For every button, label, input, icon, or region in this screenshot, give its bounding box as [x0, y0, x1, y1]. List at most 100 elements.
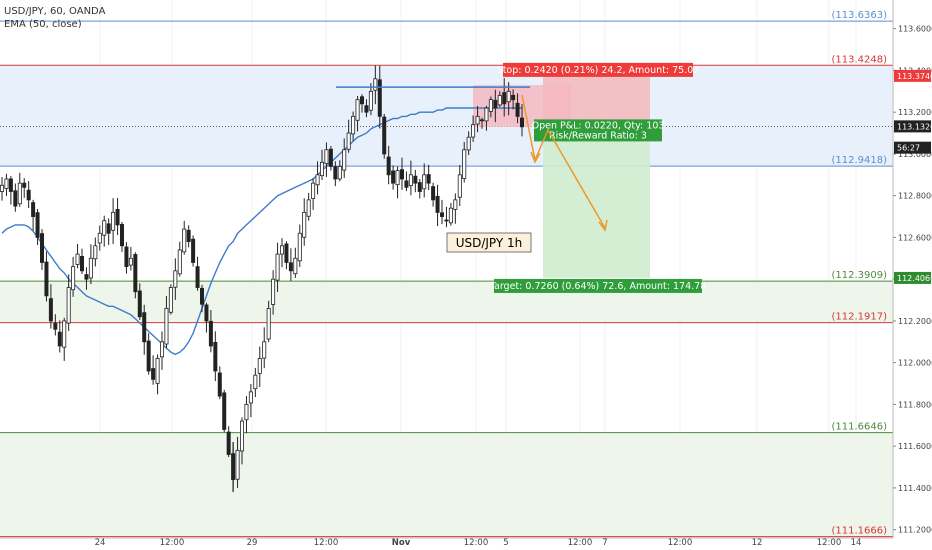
- candle-body-24: [106, 223, 111, 234]
- horizontal-levels: (113.6363) (113.4248) (112.9418) (112.3909)…: [0, 10, 893, 538]
- candle-body-90: [399, 169, 404, 180]
- candle-body-19: [84, 274, 89, 280]
- level-label-6: (111.1666): [831, 526, 887, 537]
- x-tick-label-0: 24: [95, 538, 106, 548]
- candle-body-20: [88, 257, 93, 279]
- x-tick-label-10: 12: [752, 538, 763, 548]
- target-label: Target: 0.7260 (0.64%) 72.6, Amount: 174…: [489, 281, 706, 292]
- candle-body-101: [448, 207, 453, 224]
- candle-body-82: [364, 105, 369, 113]
- price-badge-3: [894, 271, 931, 284]
- candle-body-103: [457, 174, 462, 198]
- candle-body-14: [62, 320, 67, 348]
- candle-body-83: [368, 90, 373, 111]
- candle-body-55: [244, 404, 249, 421]
- candle-body-85: [377, 79, 382, 117]
- level-label-5: (111.6646): [831, 422, 887, 433]
- time-axis[interactable]: 24 12:00 29 12:00 Nov 12:00 5 12:00 7 12:00 12 12:0…: [95, 538, 862, 548]
- price-badge-label-0: 113.3740: [897, 72, 932, 81]
- candle-body-115: [511, 94, 516, 101]
- candle-body-57: [253, 374, 258, 390]
- candle-body-59: [262, 341, 267, 359]
- symbol-label-box: [446, 232, 532, 253]
- candle-body-88: [391, 170, 396, 184]
- price-badge-0: [894, 69, 931, 82]
- indicator-title: EMA (50, close): [4, 19, 82, 30]
- candle-body-1: [4, 178, 9, 189]
- candle-body-39: [173, 270, 178, 288]
- candle-body-30: [133, 254, 138, 293]
- candle-body-5: [22, 182, 27, 188]
- candle-body-98: [435, 195, 440, 213]
- ema-line: [1, 107, 522, 356]
- candle-body-105: [466, 136, 471, 151]
- y-tick-label-11: 111.4000: [898, 484, 932, 493]
- candle-body-53: [235, 449, 240, 480]
- y-tick-label-2: 113.2000: [898, 108, 932, 117]
- candle-body-67: [297, 232, 302, 262]
- candle-body-27: [120, 224, 125, 247]
- candle-body-87: [386, 156, 391, 176]
- x-tick-label-6: 5: [503, 538, 508, 548]
- candle-body-42: [186, 229, 191, 243]
- candle-body-116: [515, 102, 520, 117]
- projection-arrow-2: [598, 219, 608, 232]
- price-badge-label-2: 56:27: [897, 144, 920, 153]
- candle-body-111: [493, 99, 498, 109]
- price-zones: [0, 65, 893, 537]
- projection-path: [521, 94, 606, 229]
- candle-body-17: [75, 253, 80, 265]
- x-tick-label-3: 12:00: [314, 538, 339, 548]
- candle-body-33: [146, 340, 151, 372]
- candle-body-94: [417, 182, 422, 192]
- candle-body-71: [315, 174, 320, 186]
- candle-body-74: [328, 148, 333, 167]
- candle-body-51: [226, 431, 231, 455]
- candle-body-110: [488, 99, 493, 112]
- y-tick-label-10: 111.6000: [898, 442, 932, 451]
- candle-body-4: [17, 182, 22, 205]
- candle-body-44: [195, 266, 200, 288]
- pnl-label-box: [534, 119, 662, 142]
- candle-body-12: [53, 322, 58, 330]
- candle-body-102: [453, 199, 458, 210]
- stop-label-box: [503, 62, 693, 77]
- candle-body-99: [439, 212, 444, 217]
- candle-body-58: [257, 358, 262, 374]
- candle-body-54: [239, 420, 244, 452]
- candle-body-97: [431, 186, 436, 201]
- candle-body-81: [359, 96, 364, 105]
- candle-body-80: [355, 99, 360, 121]
- candle-body-2: [8, 178, 13, 192]
- candle-body-47: [208, 320, 213, 347]
- candle-body-21: [93, 245, 98, 260]
- candle-body-96: [426, 174, 431, 184]
- x-tick-label-7: 12:00: [568, 538, 593, 548]
- zone-2: [0, 432, 893, 537]
- zone-1: [0, 281, 893, 323]
- candle-body-106: [471, 124, 476, 138]
- candle-body-37: [164, 307, 169, 345]
- candle-body-9: [40, 233, 45, 263]
- candle-body-41: [182, 228, 187, 253]
- projection-arrow-1: [530, 151, 541, 164]
- x-tick-label-5: 12:00: [464, 538, 489, 548]
- candle-body-26: [115, 208, 120, 226]
- price-badge-2: [894, 141, 931, 154]
- y-tick-label-4: 112.8000: [898, 192, 932, 201]
- chart-legend: USD/JPY, 60, OANDA EMA (50, close): [4, 5, 105, 31]
- x-tick-label-1: 12:00: [160, 538, 185, 548]
- x-tick-label-11: 12:00: [817, 538, 842, 548]
- candle-body-112: [497, 95, 502, 106]
- candle-body-23: [102, 220, 107, 236]
- zone-0: [0, 65, 893, 167]
- symbol-title: USD/JPY, 60, OANDA: [4, 6, 106, 17]
- ema-line-group: [1, 107, 522, 356]
- candle-body-93: [413, 175, 418, 184]
- candle-body-69: [306, 199, 311, 217]
- candle-body-40: [177, 249, 182, 275]
- candle-body-61: [271, 278, 276, 305]
- candle-body-3: [13, 190, 18, 207]
